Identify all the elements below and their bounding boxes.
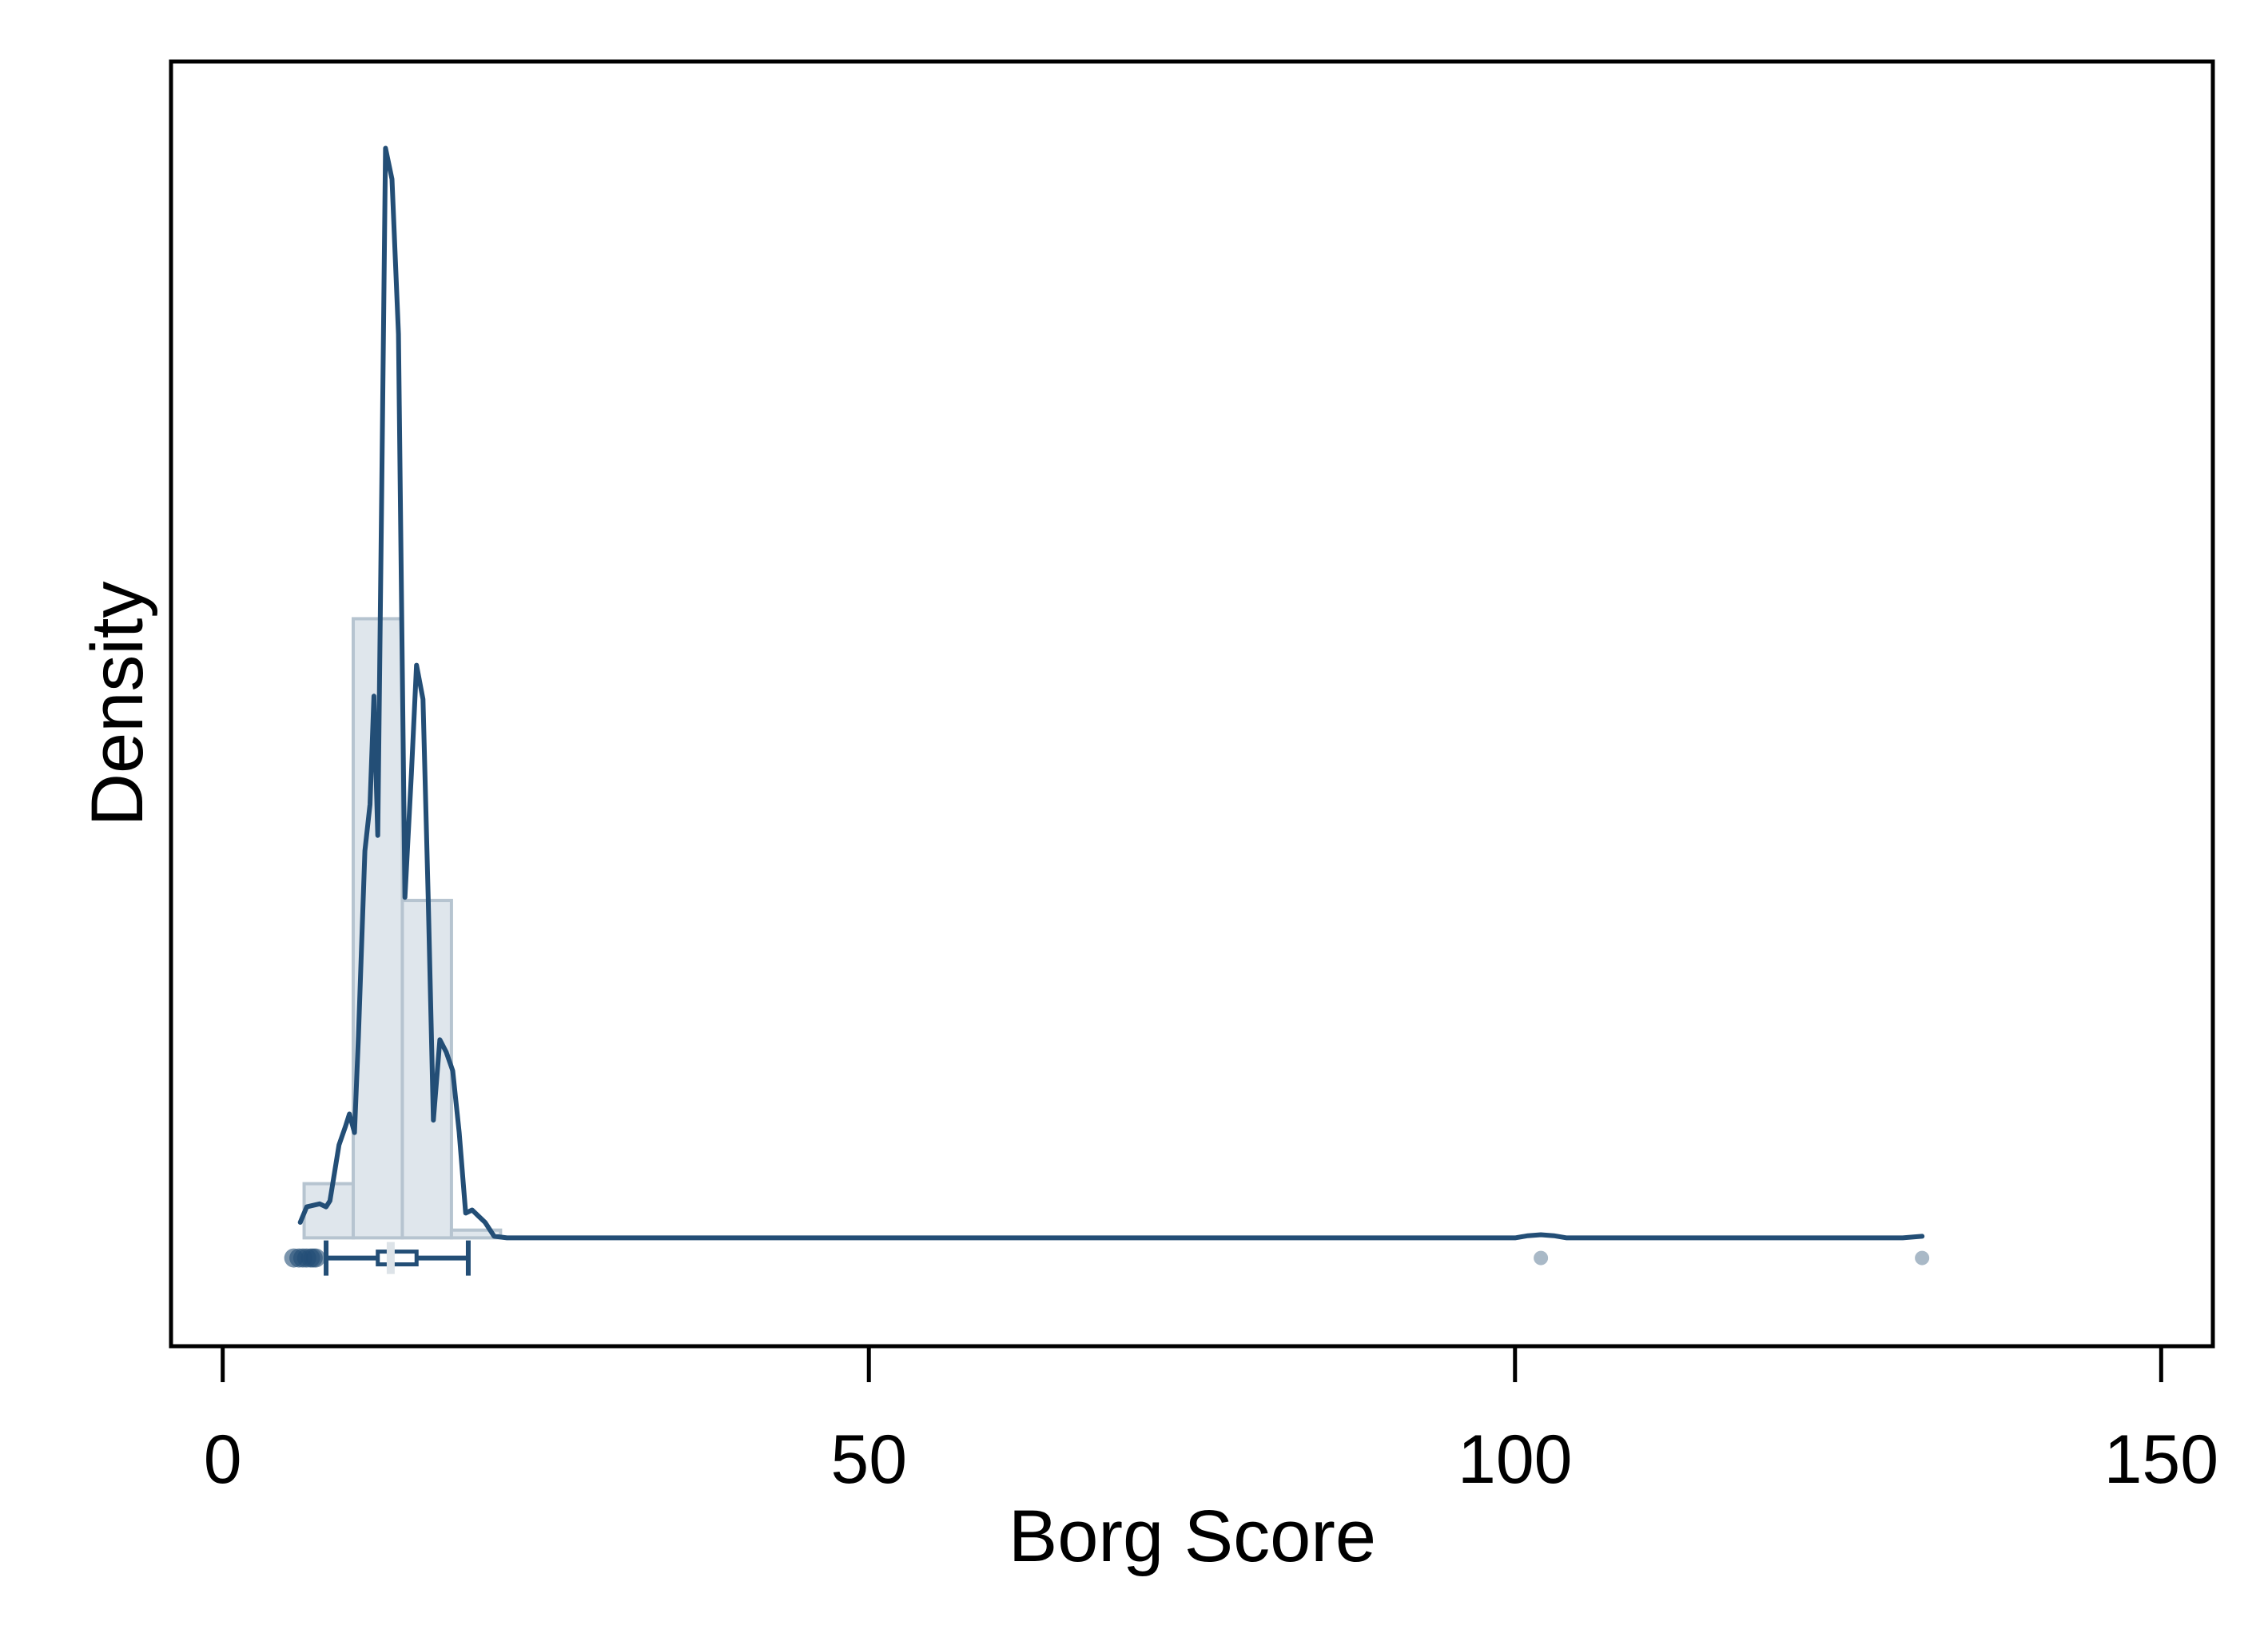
- box-iqr: [376, 1250, 419, 1267]
- x-axis-title: Borg Score: [1009, 1496, 1376, 1577]
- y-axis-title: Density: [77, 582, 158, 827]
- kde-line: [297, 145, 1925, 1241]
- outlier-point: [1915, 1250, 1930, 1266]
- x-tick-label: 50: [830, 1421, 907, 1498]
- outlier-point: [1534, 1250, 1549, 1266]
- x-axis-ticks: 0 50 100 150: [204, 1346, 2218, 1498]
- boxplot: [324, 1240, 471, 1276]
- histogram-bar: [400, 899, 453, 1240]
- histogram-bar: [449, 1228, 503, 1240]
- plot-frame: [169, 59, 2215, 1349]
- outlier-point: [306, 1248, 326, 1268]
- x-tick-label: 150: [2104, 1421, 2219, 1498]
- histogram-bar: [302, 1182, 356, 1240]
- outlier-points: [284, 1248, 1930, 1268]
- x-tick-label: 0: [204, 1421, 242, 1498]
- x-tick-label: 100: [1458, 1421, 1573, 1498]
- kde-layer: [297, 145, 1925, 1241]
